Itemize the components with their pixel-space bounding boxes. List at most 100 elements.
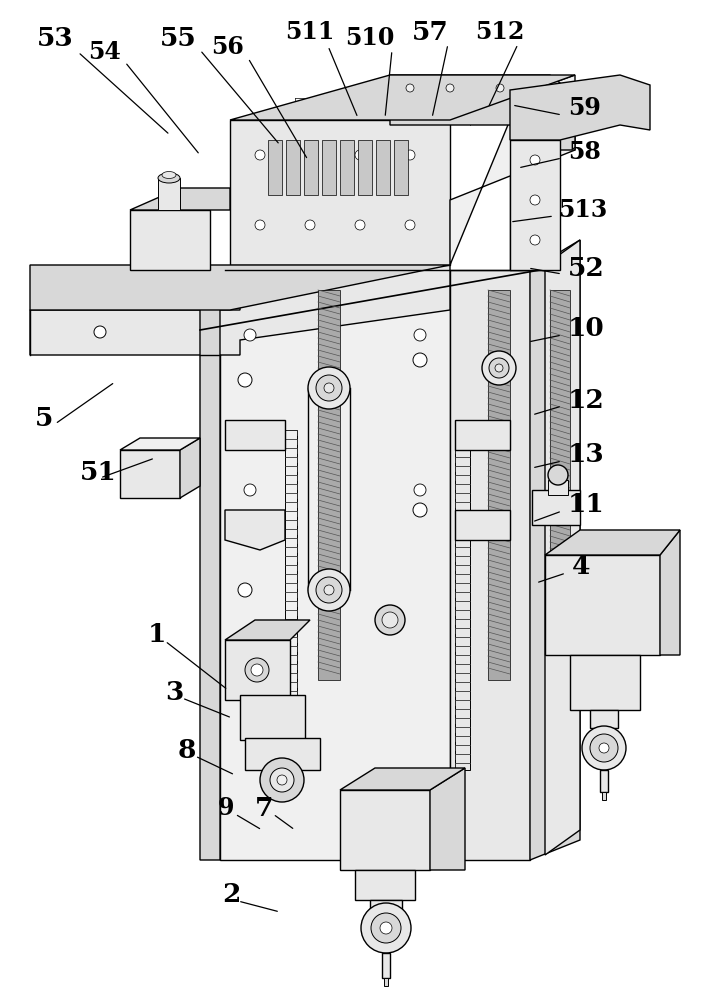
- Polygon shape: [230, 120, 450, 265]
- Bar: [384, 978, 388, 986]
- Polygon shape: [455, 510, 510, 540]
- Polygon shape: [120, 438, 200, 450]
- Polygon shape: [530, 240, 580, 860]
- Text: 2: 2: [222, 882, 240, 908]
- Text: 4: 4: [572, 554, 590, 580]
- Text: 55: 55: [159, 25, 197, 50]
- Circle shape: [238, 583, 252, 597]
- Circle shape: [244, 484, 256, 496]
- Circle shape: [270, 768, 294, 792]
- Ellipse shape: [482, 351, 516, 385]
- Circle shape: [406, 84, 414, 92]
- Text: 512: 512: [475, 20, 525, 44]
- Text: 53: 53: [36, 25, 74, 50]
- Polygon shape: [340, 790, 430, 870]
- Circle shape: [413, 503, 427, 517]
- Circle shape: [519, 192, 535, 208]
- Polygon shape: [240, 695, 305, 740]
- Text: 3: 3: [165, 680, 183, 704]
- Polygon shape: [510, 140, 560, 270]
- Text: 58: 58: [568, 140, 601, 164]
- Bar: [268, 140, 282, 195]
- Polygon shape: [545, 555, 660, 655]
- Polygon shape: [225, 420, 285, 450]
- Polygon shape: [225, 640, 290, 700]
- Circle shape: [375, 605, 405, 635]
- Text: 510: 510: [345, 26, 395, 50]
- Circle shape: [405, 150, 415, 160]
- Bar: [340, 140, 354, 195]
- Circle shape: [94, 326, 106, 338]
- Polygon shape: [450, 270, 530, 860]
- Polygon shape: [430, 768, 465, 870]
- Circle shape: [413, 353, 427, 367]
- Ellipse shape: [324, 585, 334, 595]
- Circle shape: [260, 758, 304, 802]
- Circle shape: [590, 734, 618, 762]
- Bar: [602, 792, 606, 800]
- Polygon shape: [510, 75, 650, 140]
- Bar: [120, 450, 180, 498]
- Ellipse shape: [489, 358, 509, 378]
- Polygon shape: [510, 120, 545, 270]
- Circle shape: [251, 664, 263, 676]
- Bar: [158, 178, 180, 210]
- Bar: [590, 710, 618, 728]
- Polygon shape: [225, 510, 285, 550]
- Ellipse shape: [316, 375, 342, 401]
- Circle shape: [255, 150, 265, 160]
- Bar: [550, 290, 570, 630]
- Circle shape: [530, 235, 540, 245]
- Polygon shape: [355, 870, 415, 900]
- Text: 7: 7: [255, 796, 274, 820]
- Circle shape: [414, 484, 426, 496]
- Bar: [455, 430, 470, 770]
- Polygon shape: [570, 655, 640, 710]
- Bar: [318, 290, 340, 680]
- Text: 13: 13: [568, 442, 605, 468]
- Polygon shape: [390, 75, 575, 150]
- Circle shape: [446, 84, 454, 92]
- Polygon shape: [340, 768, 465, 790]
- Text: 54: 54: [89, 40, 122, 64]
- Bar: [376, 140, 390, 195]
- Text: 513: 513: [558, 198, 607, 222]
- Bar: [382, 953, 390, 978]
- Ellipse shape: [316, 577, 342, 603]
- Bar: [394, 140, 408, 195]
- Text: 511: 511: [285, 20, 335, 44]
- Ellipse shape: [158, 173, 180, 183]
- Circle shape: [380, 922, 392, 934]
- Polygon shape: [532, 490, 580, 525]
- Circle shape: [238, 373, 252, 387]
- Text: 59: 59: [568, 96, 601, 120]
- Circle shape: [599, 743, 609, 753]
- Circle shape: [382, 612, 398, 628]
- Circle shape: [548, 465, 568, 485]
- Ellipse shape: [308, 569, 350, 611]
- Bar: [488, 290, 510, 680]
- Text: 56: 56: [212, 35, 245, 59]
- Circle shape: [361, 903, 411, 953]
- Polygon shape: [545, 530, 680, 555]
- Text: 10: 10: [568, 316, 605, 340]
- Circle shape: [305, 150, 315, 160]
- Text: 5: 5: [35, 406, 53, 430]
- Bar: [548, 480, 568, 495]
- Polygon shape: [30, 265, 450, 310]
- Polygon shape: [660, 530, 680, 655]
- Circle shape: [530, 195, 540, 205]
- Circle shape: [582, 726, 626, 770]
- Polygon shape: [455, 420, 510, 450]
- Bar: [285, 430, 297, 770]
- Bar: [370, 900, 402, 915]
- Text: 8: 8: [178, 738, 197, 762]
- Circle shape: [496, 84, 504, 92]
- Polygon shape: [30, 265, 450, 355]
- Text: 52: 52: [568, 255, 605, 280]
- Ellipse shape: [162, 172, 176, 178]
- Circle shape: [530, 155, 540, 165]
- Ellipse shape: [495, 364, 503, 372]
- Polygon shape: [450, 75, 575, 265]
- Circle shape: [305, 220, 315, 230]
